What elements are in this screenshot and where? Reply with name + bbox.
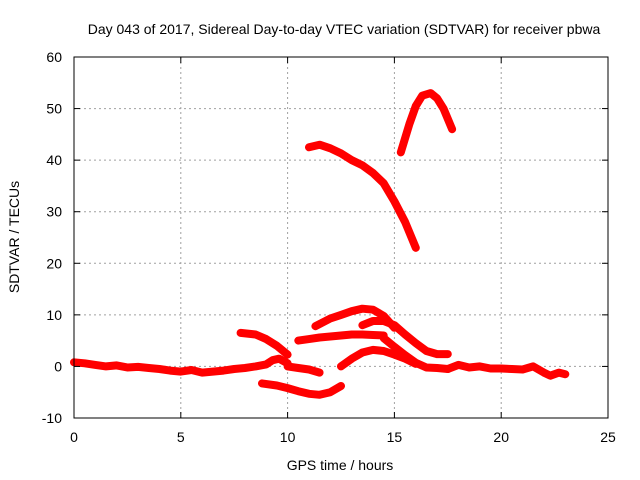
- x-axis-label: GPS time / hours: [287, 457, 394, 473]
- x-tick-label: 10: [280, 429, 296, 445]
- y-tick-label: 40: [46, 152, 62, 168]
- x-tick-label: 0: [70, 429, 78, 445]
- chart-title: Day 043 of 2017, Sidereal Day-to-day VTE…: [88, 21, 601, 37]
- y-tick-label: 60: [46, 49, 62, 65]
- ticks: [73, 56, 609, 419]
- series-arc-d: [294, 330, 388, 345]
- series-baseline: [70, 354, 292, 377]
- series-tail: [443, 360, 570, 380]
- y-tick-label: 50: [46, 101, 62, 117]
- series-arc-i: [305, 140, 420, 252]
- x-tick-label: 25: [600, 429, 616, 445]
- series-group: [70, 89, 570, 399]
- series-arc-j: [396, 89, 457, 157]
- series-arc-h: [379, 334, 452, 373]
- series-arc-g: [358, 317, 452, 359]
- y-tick-label: 30: [46, 204, 62, 220]
- y-axis-label: SDTVAR / TECUs: [6, 181, 22, 293]
- series-arc-c: [258, 379, 345, 399]
- y-tick-label: 20: [46, 255, 62, 271]
- series-arc-e: [311, 304, 399, 332]
- y-tick-label: 0: [54, 358, 62, 374]
- series-arc-a: [283, 362, 324, 377]
- series-arc-b: [236, 328, 292, 359]
- x-tick-label: 15: [387, 429, 403, 445]
- y-tick-label: 10: [46, 307, 62, 323]
- x-tick-label: 5: [177, 429, 185, 445]
- y-tick-labels: -10 0 10 20 30 40 50 60: [42, 49, 62, 426]
- plot-frame: [73, 56, 609, 419]
- x-tick-label: 20: [493, 429, 509, 445]
- y-tick-label: -10: [42, 410, 62, 426]
- x-tick-labels: 0 5 10 15 20 25: [70, 429, 616, 445]
